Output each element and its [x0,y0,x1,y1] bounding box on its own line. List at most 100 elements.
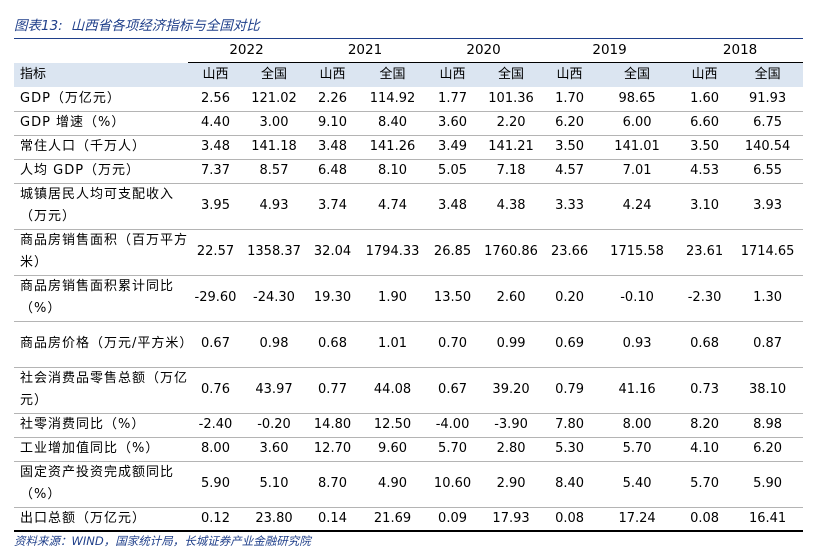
value-cell: 43.97 [243,367,306,414]
value-cell: -0.10 [597,275,678,322]
value-cell: 5.90 [188,461,243,508]
value-cell: 2.90 [480,461,543,508]
value-cell: 0.20 [542,275,598,322]
source-note: 资料来源：WIND，国家统计局，长城证券产业金融研究院 [14,534,311,548]
indicator-label: 商品房价格（万元/平方米） [14,321,192,368]
year-header: 2021 [305,38,426,63]
value-cell: 3.48 [188,135,243,160]
value-cell: 8.70 [305,461,361,508]
indicator-label: 人均 GDP（万元） [14,159,188,184]
value-cell: 17.93 [480,507,543,532]
value-cell: 0.87 [732,321,804,368]
value-cell: 8.98 [732,413,804,438]
value-cell: 12.50 [360,413,426,438]
table-row: 固定资产投资完成额同比（%） 5.90 5.10 8.70 4.90 10.60 2.90 8… [14,461,804,508]
shanxi-column-header: 山西 [542,62,598,87]
value-cell: -2.30 [677,275,733,322]
national-column-header: 全国 [243,62,306,87]
shanxi-column-header: 山西 [425,62,481,87]
value-cell: 4.74 [360,183,426,230]
value-cell: 1714.65 [732,229,804,276]
value-cell: 23.80 [243,507,306,532]
value-cell: 3.10 [677,183,733,230]
value-cell: 38.10 [732,367,804,414]
value-cell: 0.08 [542,507,598,532]
value-cell: 6.48 [305,159,361,184]
value-cell: 6.75 [732,111,804,136]
value-cell: 22.57 [188,229,243,276]
value-cell: 6.00 [597,111,678,136]
value-cell: 4.57 [542,159,598,184]
value-cell: 3.49 [425,135,481,160]
table-row: GDP 增速（%） 4.40 3.00 9.10 8.40 3.60 2.20 6.20 6.0… [14,111,804,136]
value-cell: 141.21 [480,135,543,160]
value-cell: 7.18 [480,159,543,184]
value-cell: 3.33 [542,183,598,230]
value-cell: 4.24 [597,183,678,230]
value-cell: 8.00 [188,437,243,462]
value-cell: 21.69 [360,507,426,532]
value-cell: 23.61 [677,229,733,276]
value-cell: 39.20 [480,367,543,414]
value-cell: 8.40 [542,461,598,508]
value-cell: 114.92 [360,87,426,112]
value-cell: 0.69 [542,321,598,368]
value-cell: 3.50 [542,135,598,160]
table-row: 社零消费同比（%） -2.40 -0.20 14.80 12.50 -4.00 -3.90 7… [14,413,804,438]
value-cell: 41.16 [597,367,678,414]
value-cell: 8.40 [360,111,426,136]
value-cell: 0.68 [677,321,733,368]
value-cell: 1715.58 [597,229,678,276]
table-body: GDP（万亿元） 2.56 121.02 2.26 114.92 1.77 101.36 1.… [14,87,804,532]
table-row: 商品房价格（万元/平方米） 0.67 0.98 0.68 1.01 0.70 0.99 0.6… [14,321,804,368]
value-cell: 141.26 [360,135,426,160]
value-cell: 10.60 [425,461,481,508]
value-cell: 5.90 [732,461,804,508]
value-cell: 3.50 [677,135,733,160]
value-cell: 1358.37 [243,229,306,276]
value-cell: 140.54 [732,135,804,160]
value-cell: 4.53 [677,159,733,184]
national-column-header: 全国 [732,62,804,87]
value-cell: 8.57 [243,159,306,184]
value-cell: 4.10 [677,437,733,462]
value-cell: 9.60 [360,437,426,462]
value-cell: 98.65 [597,87,678,112]
value-cell: 0.09 [425,507,481,532]
indicator-label: 商品房销售面积（百万平方米） [14,229,188,276]
value-cell: 1760.86 [480,229,543,276]
value-cell: 4.90 [360,461,426,508]
value-cell: 1.77 [425,87,481,112]
value-cell: 0.14 [305,507,361,532]
value-cell: 121.02 [243,87,306,112]
value-cell: 1.60 [677,87,733,112]
table-row: GDP（万亿元） 2.56 121.02 2.26 114.92 1.77 101.36 1.… [14,87,804,112]
value-cell: 0.67 [425,367,481,414]
value-cell: 0.08 [677,507,733,532]
value-cell: 8.20 [677,413,733,438]
value-cell: 0.67 [188,321,243,368]
value-cell: 141.18 [243,135,306,160]
indicator-label: 固定资产投资完成额同比（%） [14,461,188,508]
value-cell: 0.12 [188,507,243,532]
value-cell: 44.08 [360,367,426,414]
value-cell: 1794.33 [360,229,426,276]
value-cell: 3.48 [425,183,481,230]
table-row: 常住人口（千万人） 3.48 141.18 3.48 141.26 3.49 141.21 3… [14,135,804,160]
value-cell: 17.24 [597,507,678,532]
value-cell: 0.70 [425,321,481,368]
value-cell: 6.20 [732,437,804,462]
value-cell: 2.20 [480,111,543,136]
value-cell: 19.30 [305,275,361,322]
national-column-header: 全国 [360,62,426,87]
value-cell: 0.68 [305,321,361,368]
region-header-row: 指标 山西 全国 山西 全国 山西 全国 山西 全国 山西 全国 [14,62,804,87]
value-cell: 141.01 [597,135,678,160]
shanxi-column-header: 山西 [677,62,733,87]
value-cell: 3.74 [305,183,361,230]
value-cell: 5.40 [597,461,678,508]
national-column-header: 全国 [597,62,678,87]
value-cell: 5.30 [542,437,598,462]
value-cell: -0.20 [243,413,306,438]
value-cell: 23.66 [542,229,598,276]
